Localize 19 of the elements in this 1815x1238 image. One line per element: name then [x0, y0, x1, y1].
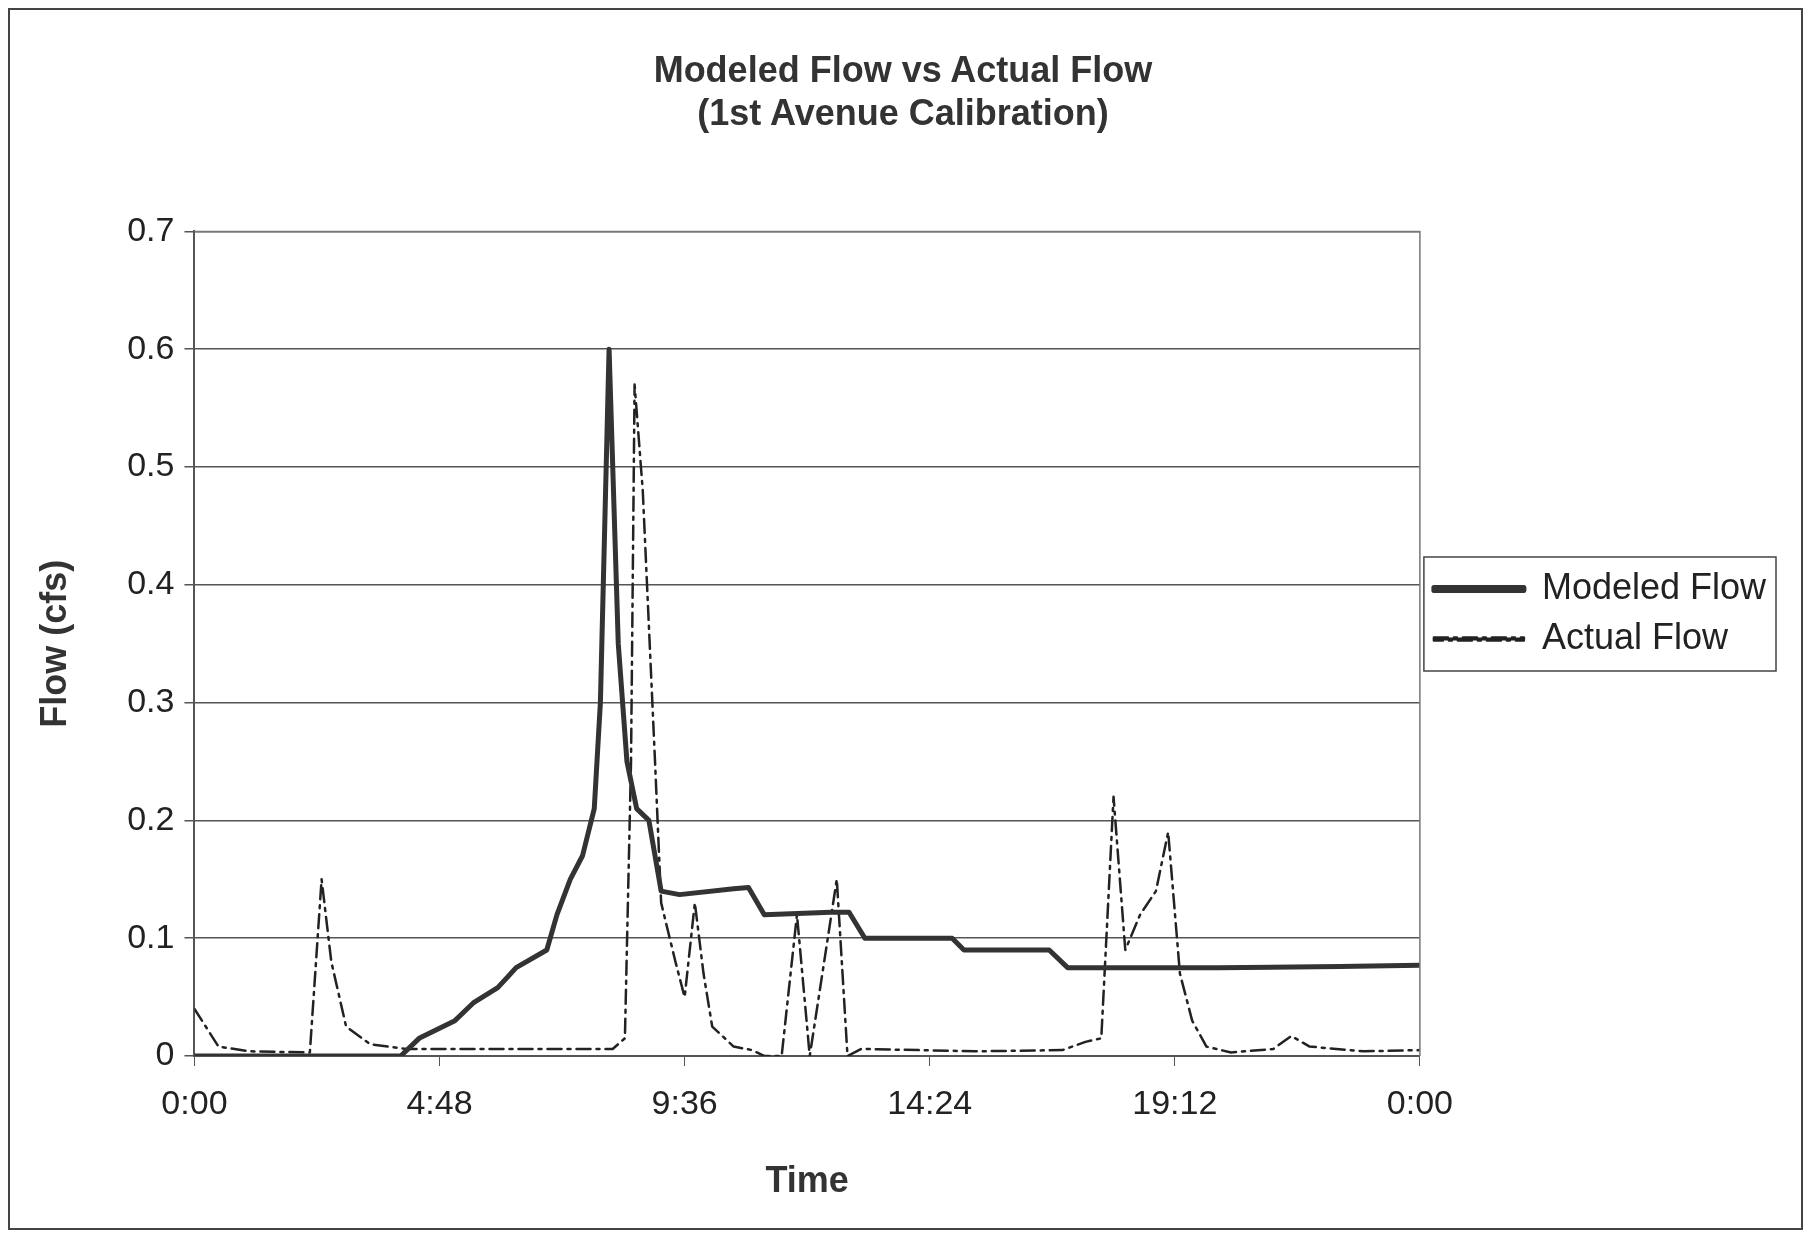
- x-tick-label: 14:24: [887, 1082, 973, 1121]
- y-axis-title: Flow (cfs): [32, 559, 74, 728]
- y-tick-label: 0: [155, 1034, 175, 1073]
- y-tick-label: 0.3: [127, 680, 175, 719]
- x-tick-label: 19:12: [1132, 1082, 1218, 1121]
- y-tick-label: 0.6: [127, 327, 175, 366]
- y-tick-label: 0.5: [127, 445, 175, 484]
- y-tick-label: 0.7: [127, 209, 175, 248]
- y-tick-label: 0.4: [127, 563, 175, 602]
- x-tick-label: 0:00: [1386, 1082, 1453, 1121]
- x-axis-title: Time: [765, 1159, 849, 1201]
- legend-label: Actual Flow: [1541, 615, 1729, 657]
- y-tick-label: 0.1: [127, 916, 175, 955]
- chart-title: Modeled Flow vs Actual Flow (1st Avenue Calibration): [653, 48, 1154, 133]
- x-tick-label: 9:36: [651, 1082, 718, 1121]
- x-tick-label: 0:00: [161, 1082, 228, 1121]
- x-tick-label: 4:48: [406, 1082, 473, 1121]
- y-tick-label: 0.2: [127, 798, 175, 837]
- legend-label: Modeled Flow: [1541, 565, 1767, 607]
